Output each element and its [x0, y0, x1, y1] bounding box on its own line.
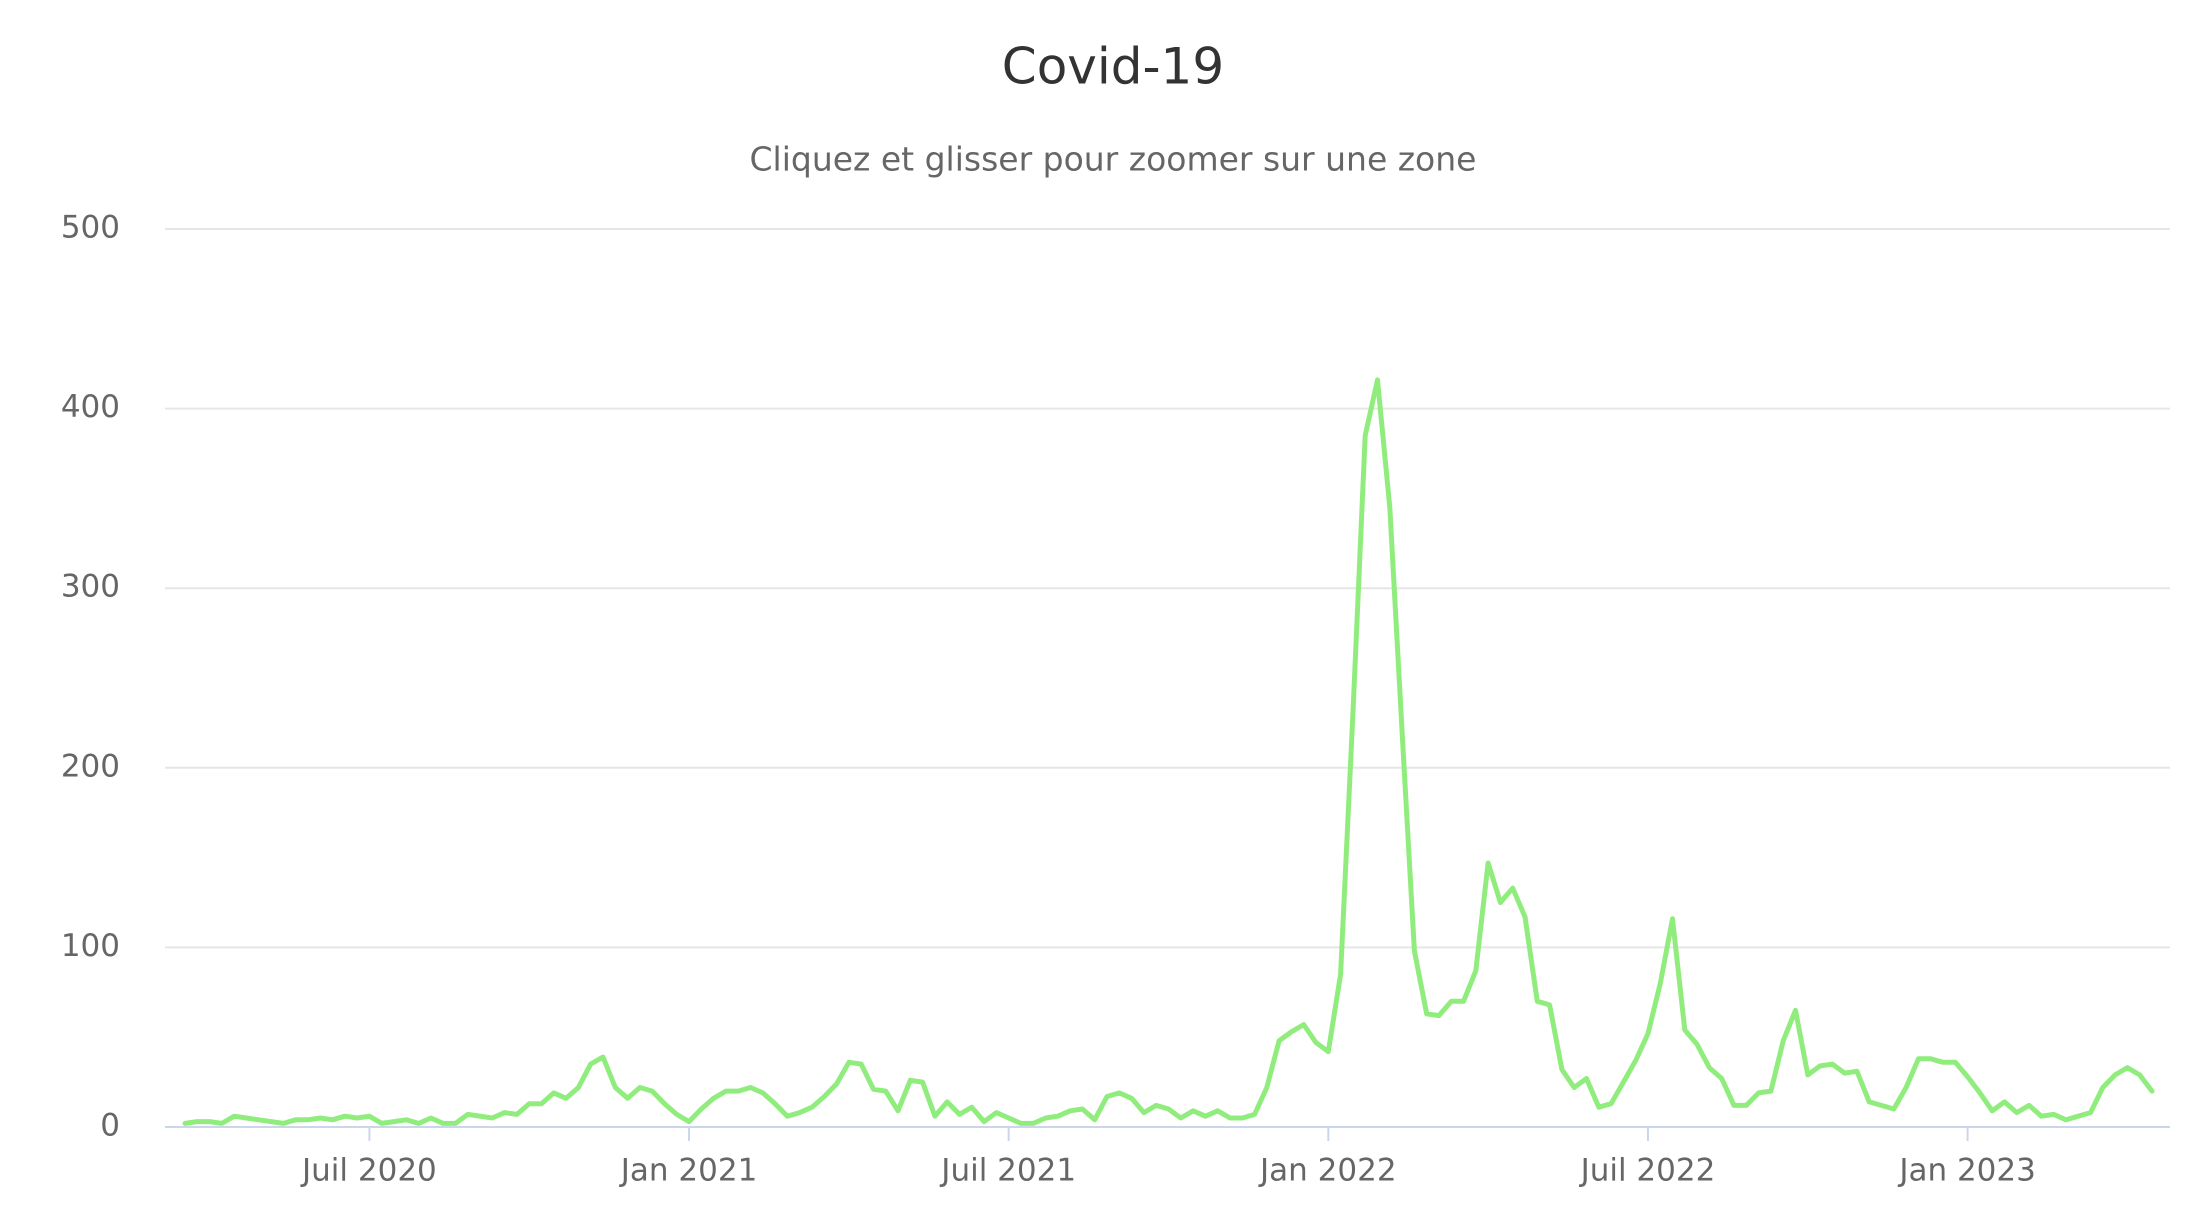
y-tick-label: 200	[61, 748, 120, 784]
y-tick-label: 0	[100, 1108, 120, 1144]
x-tick-label: Juil 2021	[939, 1153, 1076, 1189]
y-tick-label: 100	[61, 928, 120, 964]
y-tick-label: 300	[61, 569, 120, 605]
x-tick-label: Juil 2020	[300, 1153, 437, 1189]
x-tick-label: Jan 2022	[1258, 1153, 1397, 1189]
chart-title: Covid-19	[1002, 38, 1224, 96]
y-tick-label: 500	[61, 210, 120, 246]
chart-subtitle: Cliquez et glisser pour zoomer sur une z…	[750, 140, 1477, 179]
x-tick-label: Jan 2021	[619, 1153, 758, 1189]
x-tick-label: Juil 2022	[1579, 1153, 1716, 1189]
data-line	[182, 377, 2155, 1126]
y-tick-label: 400	[61, 389, 120, 425]
x-tick-label: Jan 2023	[1897, 1153, 2036, 1189]
